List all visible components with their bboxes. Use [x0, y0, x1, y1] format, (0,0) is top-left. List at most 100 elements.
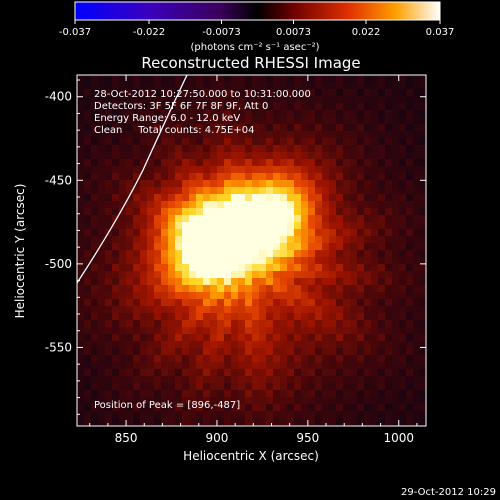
- heatmap-cell: [364, 264, 372, 272]
- heatmap-cell: [203, 411, 211, 419]
- heatmap-cell: [371, 264, 379, 272]
- heatmap-cell: [392, 355, 400, 363]
- heatmap-cell: [238, 145, 246, 153]
- heatmap-cell: [84, 418, 92, 426]
- heatmap-cell: [77, 138, 85, 146]
- heatmap-cell: [203, 341, 211, 349]
- heatmap-cell: [287, 180, 295, 188]
- heatmap-cell: [154, 355, 162, 363]
- heatmap-cell: [91, 180, 99, 188]
- heatmap-cell: [378, 362, 386, 370]
- heatmap-cell: [238, 299, 246, 307]
- heatmap-cell: [385, 355, 393, 363]
- heatmap-cell: [350, 299, 358, 307]
- heatmap-cell: [329, 117, 337, 125]
- heatmap-cell: [98, 159, 106, 167]
- heatmap-cell: [301, 187, 309, 195]
- heatmap-cell: [91, 103, 99, 111]
- heatmap-cell: [91, 222, 99, 230]
- heatmap-cell: [308, 376, 316, 384]
- heatmap-cell: [385, 390, 393, 398]
- heatmap-cell: [203, 320, 211, 328]
- heatmap-cell: [147, 320, 155, 328]
- heatmap-cell: [168, 145, 176, 153]
- heatmap-cell: [343, 152, 351, 160]
- heatmap-cell: [203, 243, 211, 251]
- heatmap-cell: [147, 271, 155, 279]
- heatmap-cell: [245, 187, 253, 195]
- heatmap-cell: [133, 222, 141, 230]
- heatmap-cell: [294, 376, 302, 384]
- heatmap-cell: [301, 257, 309, 265]
- heatmap-cell: [322, 75, 330, 83]
- heatmap-cell: [385, 187, 393, 195]
- heatmap-cell: [301, 383, 309, 391]
- heatmap-cell: [392, 194, 400, 202]
- heatmap-cell: [210, 124, 218, 132]
- heatmap-cell: [175, 390, 183, 398]
- heatmap-cell: [378, 194, 386, 202]
- heatmap-cell: [231, 131, 239, 139]
- heatmap-cell: [168, 334, 176, 342]
- heatmap-cell: [336, 187, 344, 195]
- heatmap-cell: [252, 327, 260, 335]
- heatmap-cell: [224, 348, 232, 356]
- heatmap-cell: [112, 208, 120, 216]
- heatmap-cell: [182, 96, 190, 104]
- heatmap-cell: [322, 250, 330, 258]
- heatmap-cell: [287, 341, 295, 349]
- heatmap-cell: [343, 411, 351, 419]
- heatmap-cell: [329, 208, 337, 216]
- heatmap-cell: [385, 180, 393, 188]
- heatmap-cell: [238, 257, 246, 265]
- heatmap-cell: [392, 411, 400, 419]
- heatmap-cell: [182, 103, 190, 111]
- heatmap-cell: [273, 390, 281, 398]
- heatmap-cell: [350, 208, 358, 216]
- heatmap-cell: [378, 103, 386, 111]
- heatmap-cell: [147, 292, 155, 300]
- heatmap-cell: [154, 201, 162, 209]
- heatmap-cell: [112, 187, 120, 195]
- heatmap-cell: [119, 404, 127, 412]
- heatmap-cell: [392, 187, 400, 195]
- heatmap-cell: [224, 117, 232, 125]
- heatmap-cell: [392, 152, 400, 160]
- heatmap-cell: [322, 355, 330, 363]
- heatmap-cell: [245, 355, 253, 363]
- heatmap-cell: [217, 131, 225, 139]
- heatmap-cell: [161, 334, 169, 342]
- heatmap-cell: [112, 180, 120, 188]
- heatmap-cell: [420, 229, 426, 237]
- heatmap-cell: [140, 327, 148, 335]
- heatmap-cell: [189, 159, 197, 167]
- heatmap-cell: [413, 131, 421, 139]
- heatmap-cell: [294, 236, 302, 244]
- heatmap-cell: [238, 222, 246, 230]
- heatmap-cell: [308, 320, 316, 328]
- heatmap-cell: [203, 152, 211, 160]
- heatmap-cell: [413, 362, 421, 370]
- heatmap-cell: [371, 390, 379, 398]
- heatmap-cell: [413, 320, 421, 328]
- heatmap-cell: [245, 348, 253, 356]
- heatmap-cell: [329, 236, 337, 244]
- heatmap-cell: [147, 306, 155, 314]
- heatmap-cell: [350, 166, 358, 174]
- heatmap-cell: [385, 320, 393, 328]
- heatmap-cell: [266, 390, 274, 398]
- heatmap-cell: [413, 75, 421, 83]
- heatmap-cell: [357, 250, 365, 258]
- heatmap-cell: [280, 159, 288, 167]
- heatmap-cell: [364, 411, 372, 419]
- heatmap-cell: [196, 278, 204, 286]
- heatmap-cell: [238, 327, 246, 335]
- heatmap-cell: [343, 208, 351, 216]
- heatmap-cell: [161, 355, 169, 363]
- heatmap-cell: [273, 257, 281, 265]
- heatmap-cell: [378, 376, 386, 384]
- heatmap-cell: [231, 341, 239, 349]
- heatmap-cell: [210, 159, 218, 167]
- heatmap-cell: [371, 187, 379, 195]
- heatmap-cell: [280, 215, 288, 223]
